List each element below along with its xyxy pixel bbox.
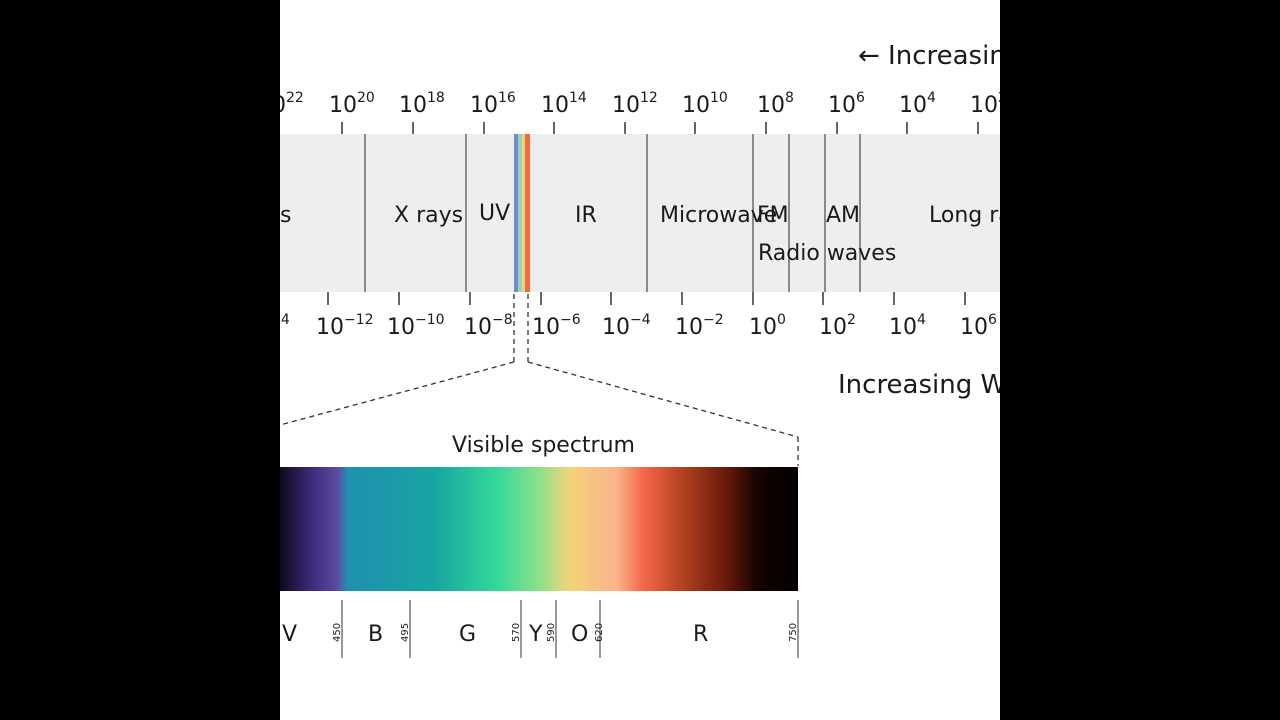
color-letters: V B G Y O R bbox=[282, 622, 708, 647]
nm-mark: 495 bbox=[400, 623, 411, 642]
wavelength-tick-labels: 14 10−12 10−10 10−8 10−6 10−4 10−2 100 1… bbox=[280, 312, 997, 340]
freq-tick-label: 102 bbox=[970, 90, 1000, 118]
visible-sliver bbox=[514, 134, 530, 292]
zoom-connector bbox=[280, 294, 799, 466]
freq-tick-label: 1016 bbox=[470, 90, 516, 118]
wl-tick-label: 10−10 bbox=[387, 312, 445, 340]
diagram-frame: ← Increasing 1022 1020 1018 1016 1014 10… bbox=[280, 0, 1000, 720]
wl-tick-label: 10−6 bbox=[532, 312, 581, 340]
nm-marks: 450 495 570 590 620 750 bbox=[332, 623, 799, 642]
wl-tick-label: 14 bbox=[280, 312, 290, 328]
freq-tick-label: 104 bbox=[899, 90, 936, 118]
color-label-red: R bbox=[693, 622, 708, 647]
band-label-uv: UV bbox=[479, 201, 510, 226]
freq-tick-label: 106 bbox=[828, 90, 865, 118]
frequency-tick-labels: 1022 1020 1018 1016 1014 1012 1010 108 1… bbox=[280, 90, 1000, 118]
band-label-fm: FM bbox=[757, 203, 789, 228]
band-label-long: Long ra bbox=[929, 203, 1000, 228]
visible-boundaries bbox=[341, 600, 799, 658]
color-label-orange: O bbox=[571, 622, 588, 647]
wavelength-direction-label: Increasing Wa bbox=[838, 370, 1000, 400]
freq-tick-label: 1018 bbox=[399, 90, 445, 118]
wl-tick-label: 10−8 bbox=[464, 312, 513, 340]
nm-mark: 750 bbox=[788, 623, 799, 642]
em-spectrum-diagram: ← Increasing 1022 1020 1018 1016 1014 10… bbox=[280, 41, 1000, 658]
band-label-radio: Radio waves bbox=[758, 241, 896, 266]
spectrum-band bbox=[280, 134, 1000, 292]
freq-tick-label: 1014 bbox=[541, 90, 587, 118]
visible-spectrum-bar bbox=[280, 467, 798, 591]
wavelength-ticks bbox=[327, 292, 966, 305]
band-label-am: AM bbox=[826, 203, 860, 228]
visible-spectrum-title: Visible spectrum bbox=[452, 433, 635, 458]
wl-tick-label: 10−12 bbox=[316, 312, 374, 340]
wl-tick-label: 10−2 bbox=[675, 312, 724, 340]
wl-tick-label: 10−4 bbox=[602, 312, 651, 340]
wl-tick-label: 104 bbox=[889, 312, 926, 340]
color-label-violet: V bbox=[282, 622, 297, 647]
wl-tick-label: 102 bbox=[819, 312, 856, 340]
band-label-microwave: Microwave bbox=[660, 203, 777, 228]
band-label-ir: IR bbox=[575, 203, 597, 228]
freq-tick-label: 1020 bbox=[329, 90, 375, 118]
frequency-direction-label: ← Increasing bbox=[858, 41, 1000, 71]
freq-tick-label: 1012 bbox=[612, 90, 658, 118]
color-label-green: G bbox=[459, 622, 476, 647]
nm-mark: 590 bbox=[546, 623, 557, 642]
band-labels: s X rays UV IR Microwave FM AM Radio wav… bbox=[280, 201, 1000, 266]
nm-mark: 620 bbox=[594, 623, 605, 642]
color-label-blue: B bbox=[368, 622, 383, 647]
band-label-gamma: s bbox=[280, 203, 291, 228]
wl-tick-label: 106 bbox=[960, 312, 997, 340]
freq-tick-label: 1022 bbox=[280, 90, 304, 118]
freq-tick-label: 1010 bbox=[682, 90, 728, 118]
freq-tick-label: 108 bbox=[757, 90, 794, 118]
frequency-ticks bbox=[341, 122, 979, 134]
color-label-yellow: Y bbox=[528, 622, 543, 647]
nm-mark: 570 bbox=[511, 623, 522, 642]
band-label-xrays: X rays bbox=[394, 203, 463, 228]
wl-tick-label: 100 bbox=[749, 312, 786, 340]
band-dividers bbox=[364, 134, 861, 292]
nm-mark: 450 bbox=[332, 623, 343, 642]
